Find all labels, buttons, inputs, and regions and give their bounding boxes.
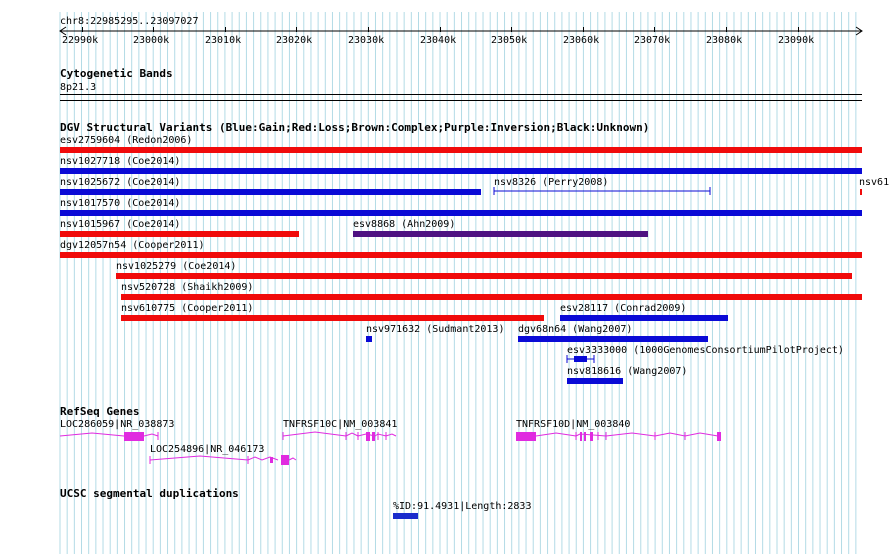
ruler-tick: [726, 27, 727, 32]
ruler-tick-label: 23080k: [706, 35, 743, 46]
variant-gain-bar[interactable]: [60, 168, 862, 174]
variant-label[interactable]: dgv12057n54 (Cooper2011): [60, 240, 205, 251]
variant-gain-bar[interactable]: [560, 315, 728, 321]
variant-loss-bar[interactable]: [60, 147, 862, 153]
variant-label[interactable]: nsv1015967 (Coe2014): [60, 219, 181, 230]
ruler-tick: [583, 27, 584, 32]
ruler-tick: [153, 27, 154, 32]
variant-gain-span[interactable]: [566, 354, 596, 364]
variant-gain-bar[interactable]: [366, 336, 372, 342]
variant-label[interactable]: nsv818616 (Wang2007): [567, 366, 688, 377]
ruler-tick-label: 23090k: [778, 35, 815, 46]
variant-label[interactable]: nsv1025672 (Coe2014): [60, 177, 181, 188]
variant-label[interactable]: nsv1025279 (Coe2014): [116, 261, 237, 272]
variant-gain-bar[interactable]: [518, 336, 708, 342]
segdup-bar[interactable]: [393, 513, 418, 519]
variant-label[interactable]: esv28117 (Conrad2009): [560, 303, 687, 314]
cytoband-line-top: [60, 94, 862, 95]
variant-loss-bar[interactable]: [116, 273, 852, 279]
gene-label[interactable]: LOC254896|NR_046173: [150, 444, 265, 455]
variant-label[interactable]: esv2759604 (Redon2006): [60, 135, 193, 146]
gene-label[interactable]: TNFRSF10D|NM_003840: [516, 419, 631, 430]
ruler-tick-label: 23070k: [634, 35, 671, 46]
ruler-tick-label: 23050k: [491, 35, 528, 46]
variant-inversion-bar[interactable]: [353, 231, 648, 237]
segdup-label[interactable]: %ID:91.4931|Length:2833: [393, 501, 532, 512]
variant-label[interactable]: nsv610775 (Cooper2011): [121, 303, 254, 314]
variant-label[interactable]: esv8868 (Ahn2009): [353, 219, 456, 230]
variant-label[interactable]: nsv61: [859, 177, 890, 188]
ruler-tick-label: 23040k: [420, 35, 457, 46]
ruler-tick: [511, 27, 512, 32]
variant-loss-bar[interactable]: [60, 252, 862, 258]
ruler-tick-label: 22990k: [62, 35, 99, 46]
ruler-tick: [82, 27, 83, 32]
gene-label[interactable]: TNFRSF10C|NM_003841: [283, 419, 398, 430]
location-label: chr8:22985295..23097027: [60, 16, 199, 27]
variant-label[interactable]: nsv971632 (Sudmant2013): [366, 324, 505, 335]
variant-loss-bar[interactable]: [860, 189, 862, 195]
variant-label[interactable]: dgv68n64 (Wang2007): [518, 324, 633, 335]
ruler-tick-label: 23060k: [563, 35, 600, 46]
refseq-gene-models[interactable]: [0, 425, 890, 470]
cytoband-label[interactable]: 8p21.3: [60, 82, 97, 93]
ruler[interactable]: [0, 0, 890, 50]
variant-loss-bar[interactable]: [60, 231, 299, 237]
variant-label[interactable]: nsv1017570 (Coe2014): [60, 198, 181, 209]
variant-label[interactable]: nsv1027718 (Coe2014): [60, 156, 181, 167]
ruler-tick-label: 23020k: [276, 35, 313, 46]
dgv-track-title: DGV Structural Variants (Blue:Gain;Red:L…: [60, 121, 650, 134]
ruler-tick-label: 23030k: [348, 35, 385, 46]
variant-gain-bar[interactable]: [60, 189, 481, 195]
ruler-tick: [798, 27, 799, 32]
ruler-tick: [225, 27, 226, 32]
gene-label[interactable]: LOC286059|NR_038873: [60, 419, 175, 430]
ruler-tick: [654, 27, 655, 32]
variant-gain-span[interactable]: [490, 186, 715, 196]
variant-gain-bar[interactable]: [567, 378, 623, 384]
ruler-tick: [440, 27, 441, 32]
ruler-tick: [368, 27, 369, 32]
variant-gain-bar[interactable]: [60, 210, 862, 216]
cytoband-line-bottom: [60, 100, 862, 101]
variant-loss-bar[interactable]: [121, 294, 862, 300]
refseq-track-title: RefSeq Genes: [60, 405, 140, 418]
variant-label[interactable]: nsv520728 (Shaikh2009): [121, 282, 254, 293]
variant-loss-bar[interactable]: [121, 315, 544, 321]
ruler-tick: [296, 27, 297, 32]
ruler-tick-label: 23000k: [133, 35, 170, 46]
cytoband-track-title: Cytogenetic Bands: [60, 67, 173, 80]
segdup-track-title: UCSC segmental duplications: [60, 487, 239, 500]
variant-label[interactable]: esv3333000 (1000GenomesConsortiumPilotPr…: [567, 345, 844, 356]
variant-label[interactable]: nsv8326 (Perry2008): [494, 177, 609, 188]
ruler-tick-label: 23010k: [205, 35, 242, 46]
